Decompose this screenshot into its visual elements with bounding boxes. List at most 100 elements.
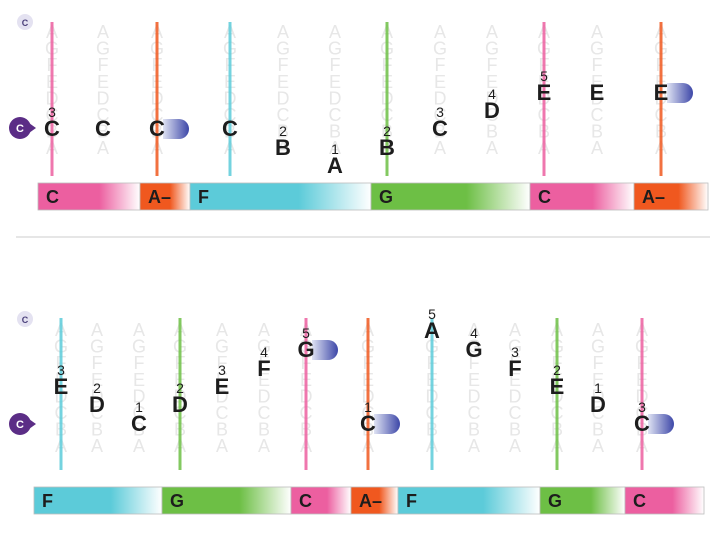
finger-number: 3 — [638, 399, 646, 415]
ghost-letter: E — [509, 370, 521, 390]
chord-bar-f: F — [397, 486, 541, 515]
melody-note: E3 — [215, 362, 230, 399]
ghost-letter: C — [97, 105, 110, 125]
note-letter: G — [465, 337, 482, 362]
ghost-letter: G — [90, 337, 104, 357]
note-letter: B — [275, 135, 291, 160]
chord-label: G — [548, 491, 562, 511]
finger-number: 3 — [218, 362, 226, 378]
chord-label: C — [46, 187, 59, 207]
ghost-letter: D — [486, 88, 499, 108]
ghost-letter: F — [510, 353, 521, 373]
hold-tail-icon — [374, 414, 400, 434]
ghost-letter: G — [215, 337, 229, 357]
ghost-letter: A — [277, 22, 289, 42]
ghost-letter: A — [216, 320, 228, 340]
melody-note: E — [654, 80, 693, 105]
finger-number: 1 — [135, 399, 143, 415]
ghost-letter: D — [434, 88, 447, 108]
ghost-letter: G — [276, 39, 290, 59]
ghost-letter: F — [435, 55, 446, 75]
ghost-letter: B — [277, 122, 289, 142]
melody-note: G5 — [297, 325, 338, 362]
note-letter: C — [95, 116, 111, 141]
ghost-letter: A — [591, 22, 603, 42]
ghost-letter: A — [133, 436, 145, 456]
ghost-letter: A — [277, 138, 289, 158]
chord-label: F — [42, 491, 53, 511]
chord-bar-c: C — [624, 486, 705, 515]
note-letter: G — [297, 337, 314, 362]
note-letter: C — [149, 116, 165, 141]
ghost-letter: E — [486, 72, 498, 92]
melody-note: C3 — [44, 104, 60, 141]
ghost-letter: F — [92, 353, 103, 373]
ghost-letter: A — [329, 138, 341, 158]
ghost-letter: B — [329, 122, 341, 142]
note-letter: D — [484, 98, 500, 123]
ghost-letter: A — [329, 22, 341, 42]
key-badge-icon: C — [17, 14, 33, 30]
ghost-letter: A — [133, 320, 145, 340]
finger-number: 1 — [594, 380, 602, 396]
note-letter: E — [54, 374, 69, 399]
ghost-letter: G — [132, 337, 146, 357]
ghost-letter: E — [91, 370, 103, 390]
chord-bar-c: C — [529, 182, 635, 211]
ghost-letter: B — [468, 420, 480, 440]
finger-number: 2 — [383, 123, 391, 139]
melody-note: E3 — [54, 362, 69, 399]
ghost-letter: B — [258, 420, 270, 440]
chord-label: C — [538, 187, 551, 207]
ghost-letter: A — [97, 138, 109, 158]
note-letter: C — [222, 116, 238, 141]
chord-bar-f: F — [33, 486, 163, 515]
ghost-letter: B — [91, 420, 103, 440]
note-letter: C — [634, 411, 650, 436]
finger-number: 3 — [511, 344, 519, 360]
ghost-letter: D — [329, 88, 342, 108]
melody-note: G4 — [465, 325, 482, 362]
ghost-letter: C — [133, 403, 146, 423]
note-letter: F — [257, 356, 270, 381]
ghost-letter: D — [97, 88, 110, 108]
ghost-letter: B — [486, 122, 498, 142]
ghost-letter: F — [592, 55, 603, 75]
ghost-letter: F — [330, 55, 341, 75]
note-letter: E — [654, 80, 669, 105]
ghost-letter: A — [591, 138, 603, 158]
chord-bar-am: A– — [633, 182, 709, 211]
ghost-letter: B — [97, 122, 109, 142]
ghost-letter: E — [277, 72, 289, 92]
key-badge-label: C — [22, 18, 29, 28]
hold-tail-icon — [312, 340, 338, 360]
ghost-letter: F — [259, 353, 270, 373]
melody-note: C — [149, 116, 189, 141]
note-letter: D — [172, 392, 188, 417]
finger-number: 5 — [302, 325, 310, 341]
finger-number: 2 — [553, 362, 561, 378]
start-note-badge-icon: C — [9, 413, 36, 435]
ghost-letter: F — [134, 353, 145, 373]
ghost-letter: A — [592, 320, 604, 340]
chord-bar-am: A– — [350, 486, 399, 515]
ghost-letter: F — [469, 353, 480, 373]
ghost-letter: A — [258, 320, 270, 340]
chord-label: F — [198, 187, 209, 207]
ghost-letter: D — [277, 88, 290, 108]
staff-row-2: CCAGFEDCBAAGFEDCBAAGFEDCBAAGFEDCBAAGFEDC… — [9, 306, 705, 515]
melody-note: E — [590, 80, 605, 105]
finger-number: 1 — [331, 141, 339, 157]
ghost-letter: B — [434, 122, 446, 142]
note-letter: C — [131, 411, 147, 436]
melody-note: A1 — [327, 141, 343, 178]
ghost-letter: F — [217, 353, 228, 373]
ghost-letter: A — [97, 22, 109, 42]
ghost-letter: D — [216, 386, 229, 406]
ghost-letter: E — [133, 370, 145, 390]
melody-note: C3 — [634, 399, 674, 436]
